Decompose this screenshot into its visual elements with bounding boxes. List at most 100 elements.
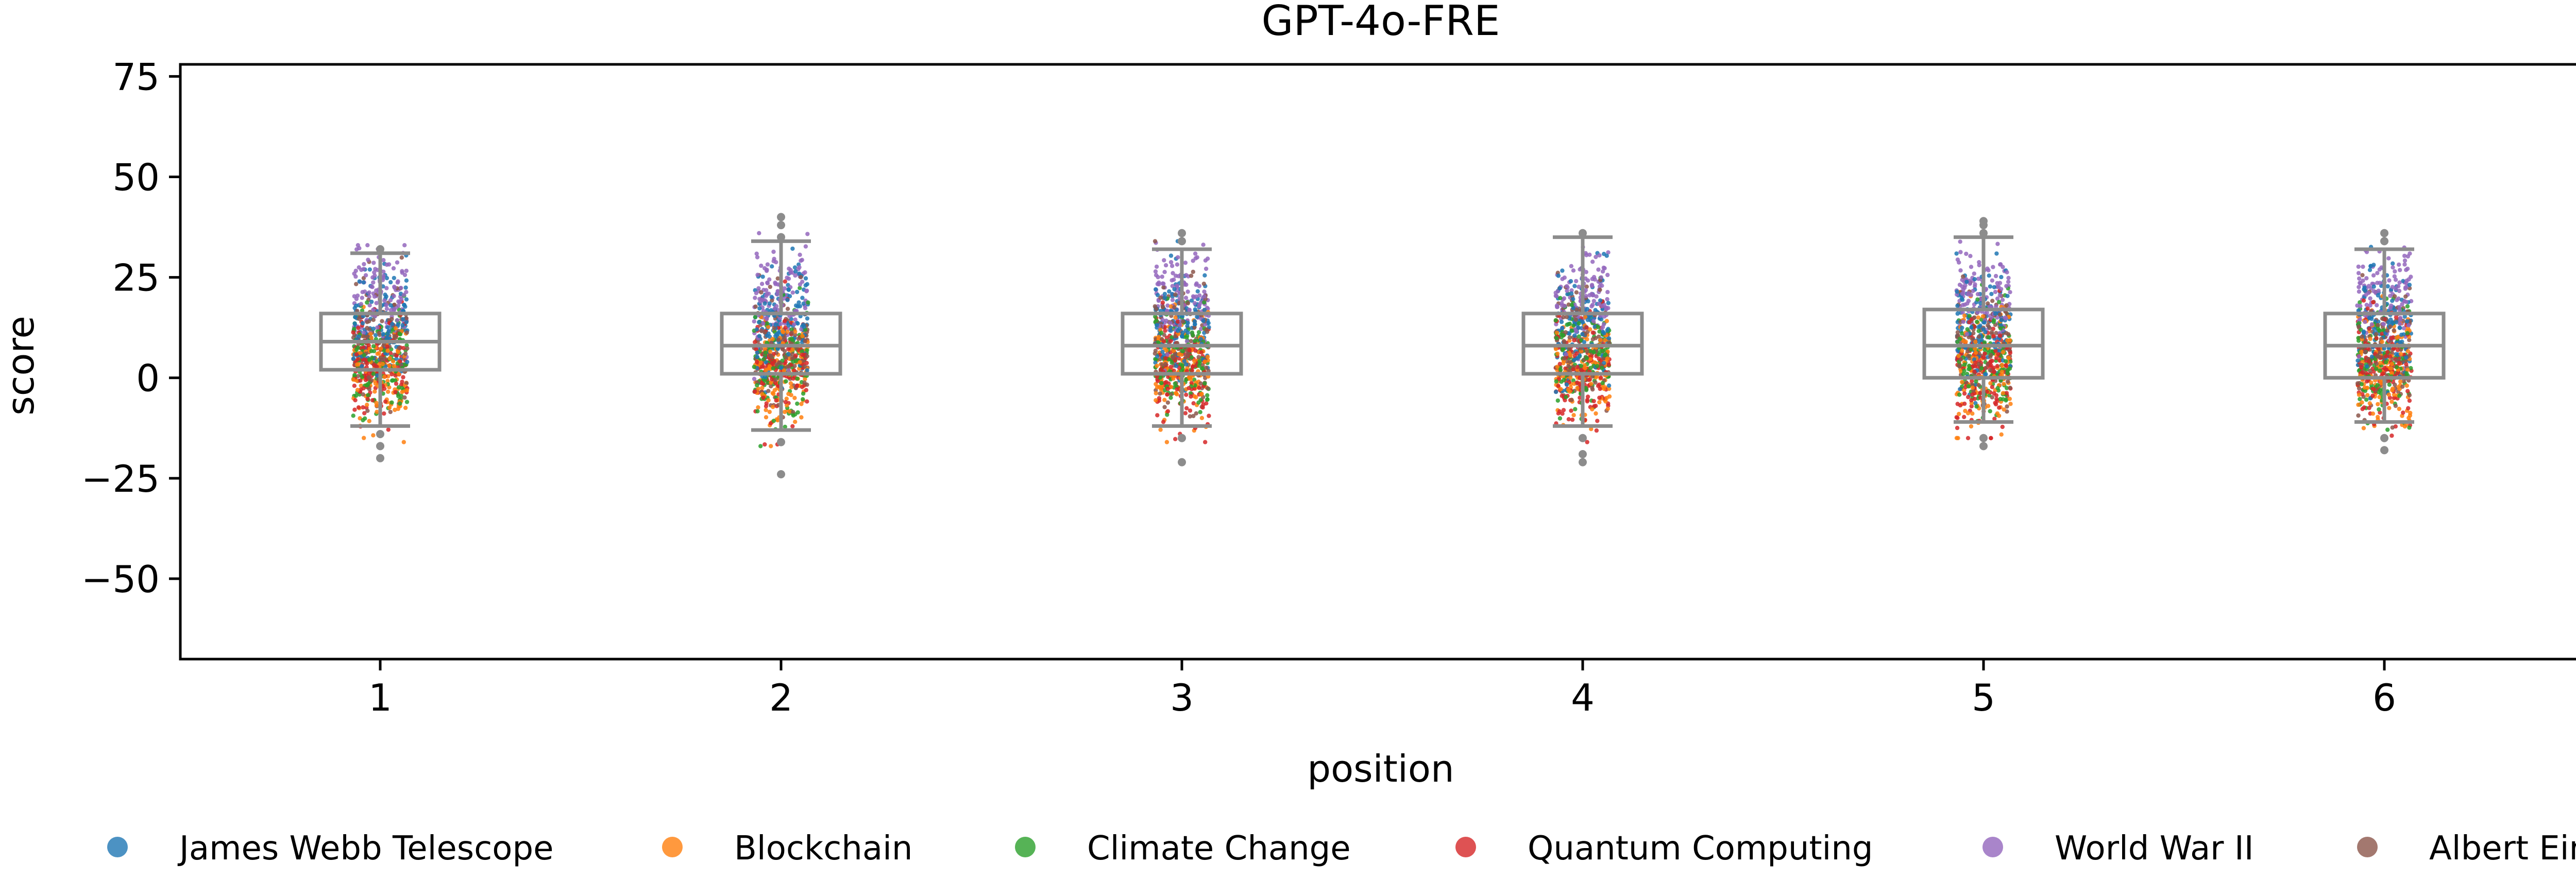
data-point <box>2376 347 2381 351</box>
data-point <box>799 415 804 420</box>
data-point <box>1561 408 1566 412</box>
data-point <box>1173 273 1178 278</box>
data-point <box>1580 332 1585 337</box>
data-point <box>384 303 388 307</box>
data-point <box>764 404 769 408</box>
data-point <box>1162 258 1166 263</box>
data-point <box>384 306 389 311</box>
data-point <box>1153 239 1158 244</box>
data-point <box>1183 329 1188 333</box>
data-point <box>759 365 765 369</box>
data-point <box>788 381 793 386</box>
data-point <box>399 393 403 398</box>
data-point <box>1571 367 1576 372</box>
data-point <box>1988 409 1992 413</box>
data-point <box>395 260 400 265</box>
data-point <box>767 409 772 415</box>
data-point <box>2356 264 2361 269</box>
data-point <box>760 274 765 279</box>
data-point <box>1591 350 1596 354</box>
data-point <box>2405 254 2410 259</box>
data-point <box>1569 264 1574 268</box>
data-point <box>764 368 768 372</box>
data-point <box>352 321 357 326</box>
data-point <box>2371 300 2376 305</box>
data-point <box>1606 383 1612 388</box>
data-point <box>1605 297 1609 302</box>
data-point <box>2397 393 2402 398</box>
data-point <box>2388 366 2393 371</box>
data-point <box>1189 394 1193 399</box>
data-point <box>2365 306 2370 311</box>
data-point <box>372 270 377 275</box>
data-point <box>1207 413 1211 418</box>
data-point <box>2356 338 2361 343</box>
data-point <box>2369 380 2374 385</box>
data-point <box>790 246 795 251</box>
data-point <box>2362 287 2366 292</box>
data-point <box>2407 393 2412 398</box>
data-point <box>389 372 394 376</box>
data-point <box>796 300 801 305</box>
data-point <box>805 354 809 358</box>
data-point <box>1562 304 1567 308</box>
data-point <box>1962 368 1967 373</box>
data-point <box>1955 311 1960 316</box>
data-point <box>393 326 398 331</box>
data-point <box>753 304 758 309</box>
data-point <box>1989 436 1993 440</box>
data-point <box>354 247 359 252</box>
data-point <box>1995 296 2000 301</box>
data-point <box>1204 366 1209 370</box>
data-point <box>374 401 379 405</box>
data-point <box>1153 269 1158 274</box>
data-point <box>1603 399 1608 404</box>
data-point <box>2005 294 2010 298</box>
data-point <box>361 345 366 350</box>
data-point <box>367 303 372 308</box>
data-point <box>2401 326 2406 331</box>
data-point <box>1958 268 1963 273</box>
data-point <box>1981 355 1986 360</box>
data-point <box>1970 392 1975 397</box>
data-point <box>1170 264 1175 268</box>
data-point <box>789 327 794 332</box>
data-point <box>385 344 389 349</box>
data-point <box>2400 302 2404 306</box>
data-point <box>1163 325 1167 330</box>
data-point <box>2393 383 2397 387</box>
data-point <box>2402 299 2407 304</box>
data-point <box>1598 287 1602 292</box>
data-point <box>375 365 379 369</box>
data-point <box>1553 347 1558 351</box>
data-point <box>1574 329 1579 334</box>
data-point <box>1175 283 1179 288</box>
data-point <box>391 266 396 271</box>
x-tick-label: 6 <box>2372 676 2396 719</box>
data-point <box>375 325 380 330</box>
data-point <box>1156 340 1160 345</box>
data-point <box>1161 420 1166 424</box>
data-point <box>365 335 369 339</box>
data-point <box>2360 273 2365 278</box>
data-point <box>1595 364 1600 369</box>
data-point <box>1589 427 1594 432</box>
outlier-point <box>777 213 785 221</box>
data-point <box>1573 317 1578 322</box>
data-point <box>1572 333 1577 338</box>
data-point <box>795 321 800 326</box>
data-point <box>404 290 409 295</box>
data-point <box>1597 302 1601 306</box>
data-point <box>1966 354 1971 358</box>
data-point <box>1193 256 1198 261</box>
data-point <box>1595 419 1600 423</box>
data-point <box>356 374 361 378</box>
data-point <box>1989 363 1993 368</box>
data-point <box>771 366 775 371</box>
data-point <box>768 349 773 354</box>
data-point <box>1556 273 1561 278</box>
data-point <box>1176 255 1180 260</box>
data-point <box>1191 413 1196 419</box>
data-point <box>785 275 789 280</box>
data-point <box>1592 324 1597 329</box>
